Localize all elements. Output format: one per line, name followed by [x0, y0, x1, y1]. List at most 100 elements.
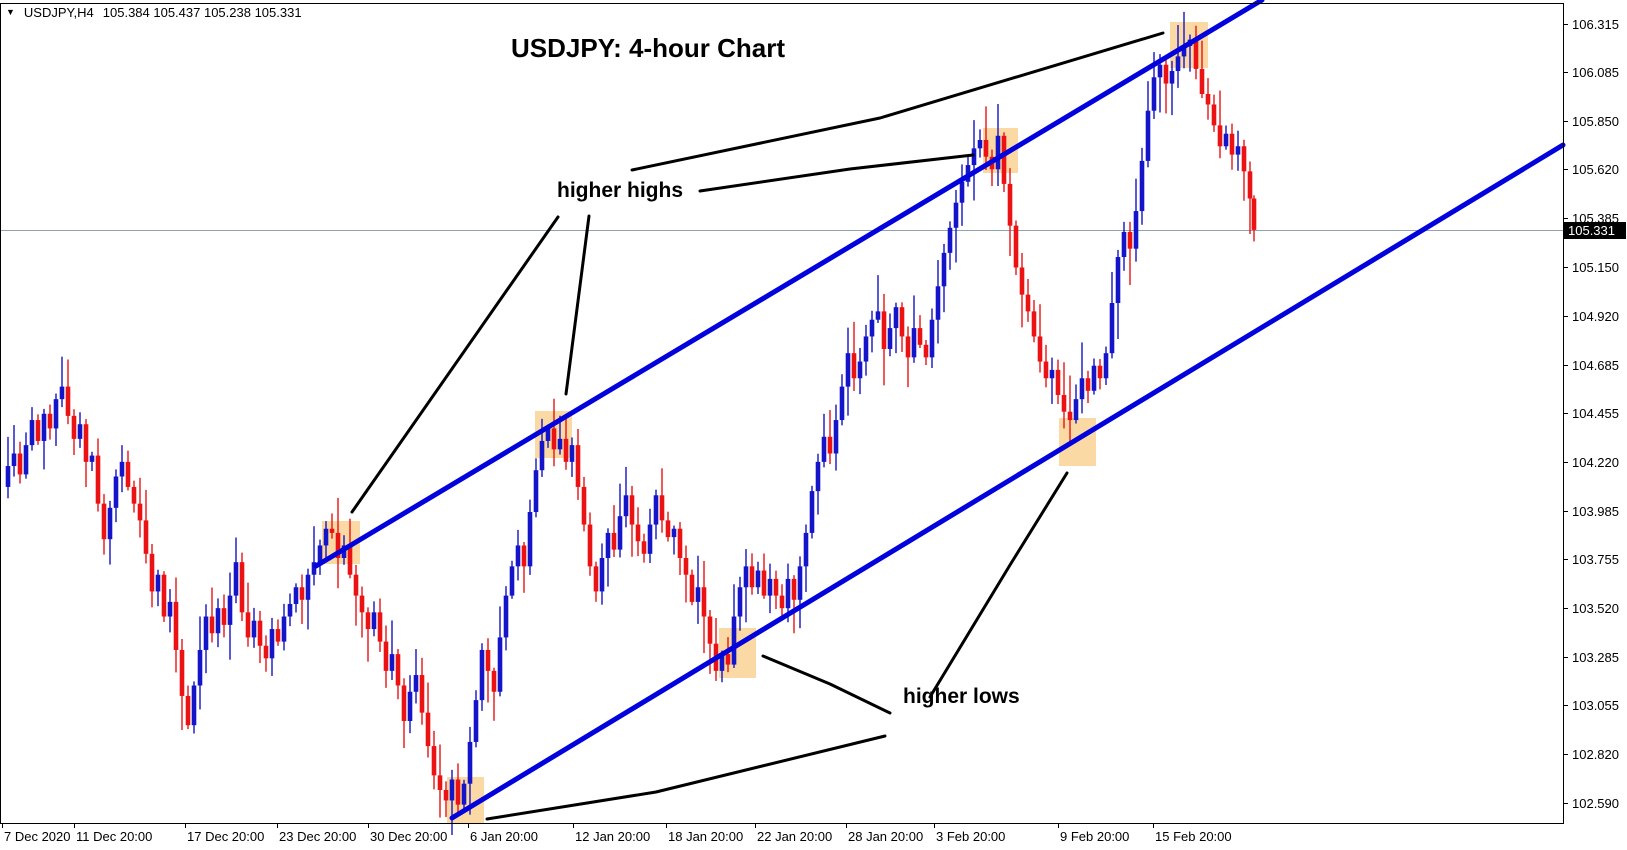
trend-channel[interactable] [313, 0, 1566, 821]
time-axis-label: 28 Jan 20:00 [848, 829, 924, 844]
candle [959, 181, 965, 203]
candle [461, 783, 467, 805]
candle [1115, 257, 1121, 304]
candle [551, 428, 557, 450]
candle [239, 562, 245, 613]
price-axis-label: 102.820 [1572, 746, 1619, 762]
candle [197, 649, 203, 686]
symbol-info: ▼ USDJPY,H4 105.384 105.437 105.238 105.… [6, 5, 302, 20]
candle [119, 461, 125, 477]
candle [161, 574, 167, 617]
candle [1001, 135, 1007, 184]
candle [785, 578, 791, 609]
candle [917, 328, 923, 345]
candle [485, 649, 491, 671]
price-axis-label: 103.520 [1572, 600, 1619, 616]
time-axis-label: 9 Feb 20:00 [1060, 829, 1130, 844]
candle [299, 587, 305, 600]
candle [647, 524, 653, 554]
candle [983, 139, 989, 157]
candle [599, 557, 605, 592]
time-axis-label: 7 Dec 2020 [4, 829, 71, 844]
candle [839, 386, 845, 421]
candle [371, 612, 377, 630]
price-axis-label: 104.920 [1572, 308, 1619, 324]
candle [581, 486, 587, 525]
candles [5, 11, 1257, 836]
candle [1133, 211, 1139, 249]
symbol-name: USDJPY,H4 [23, 5, 94, 20]
hl-to-low-zone-line [485, 734, 887, 821]
price-axis-label: 102.590 [1572, 795, 1619, 811]
candle [125, 461, 131, 487]
candle [509, 566, 515, 596]
candle [869, 319, 875, 337]
candle [737, 587, 743, 617]
candle [71, 415, 77, 439]
candle [521, 545, 527, 567]
candle [677, 528, 683, 558]
candle [1139, 160, 1145, 212]
candle [1205, 94, 1211, 105]
candle [593, 566, 599, 592]
higher-highs-label: higher highs [557, 179, 683, 202]
candle [827, 436, 833, 454]
candle [803, 532, 809, 567]
candle [1223, 133, 1229, 147]
candle [1217, 125, 1223, 147]
candle [1169, 71, 1175, 84]
price-axis-label: 103.985 [1572, 503, 1619, 519]
candle [47, 413, 53, 429]
candle [671, 528, 677, 538]
candle [293, 587, 299, 604]
lower-channel-line[interactable] [449, 142, 1566, 821]
candle [881, 311, 887, 349]
candle [335, 532, 341, 558]
candle [323, 528, 329, 546]
hh-to-second-zone-line [564, 214, 591, 396]
candle [281, 616, 287, 642]
candle [1241, 146, 1247, 172]
candle [1181, 45, 1187, 57]
candle [311, 562, 317, 575]
candle [437, 775, 443, 790]
candle [851, 353, 857, 379]
candle [935, 286, 941, 320]
candle [995, 135, 1001, 170]
candle [173, 601, 179, 650]
price-axis-label: 104.685 [1572, 357, 1619, 373]
candle [1211, 104, 1217, 126]
candle [287, 603, 293, 617]
candle [425, 712, 431, 747]
candle [1019, 267, 1025, 295]
candle [755, 570, 761, 588]
current-price-badge: 105.331 [1564, 221, 1626, 239]
candle [611, 532, 617, 550]
candle [1145, 110, 1151, 161]
candle [203, 616, 209, 650]
price-axis-label: 103.055 [1572, 697, 1619, 713]
symbol-dropdown-icon[interactable]: ▼ [6, 6, 15, 17]
candle [815, 461, 821, 492]
upper-channel-line[interactable] [313, 0, 1265, 569]
time-axis-label: 30 Dec 20:00 [370, 829, 448, 844]
candle [899, 307, 905, 337]
candle [35, 420, 41, 441]
candle [575, 445, 581, 487]
candle [215, 608, 221, 634]
candle [419, 675, 425, 713]
candle [65, 386, 71, 416]
candle [1247, 171, 1253, 199]
candle [401, 685, 407, 722]
candle [107, 507, 113, 540]
candle [683, 557, 689, 575]
candle [905, 336, 911, 358]
chart-title: USDJPY: 4-hour Chart [511, 33, 785, 63]
candle [1199, 68, 1205, 95]
candle [1043, 361, 1049, 379]
candle [515, 545, 521, 567]
candle [1049, 369, 1055, 379]
candle [605, 532, 611, 558]
candle [155, 574, 161, 592]
